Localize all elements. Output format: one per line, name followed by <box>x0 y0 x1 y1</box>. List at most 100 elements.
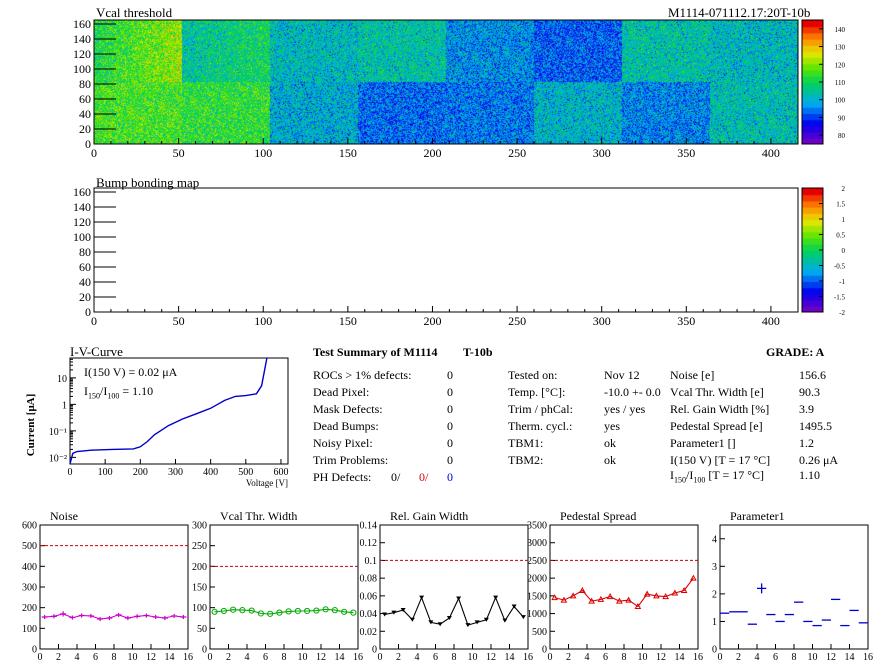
plot-title: Rel. Gain Width <box>390 509 468 523</box>
result-ratio-tail: [T = 17 °C] <box>708 468 765 482</box>
plot-y-tick-label: 250 <box>192 541 207 552</box>
defect-label: Noisy Pixel: <box>313 436 373 450</box>
plot-x-tick-label: 12 <box>656 652 666 663</box>
bump-map-y-tick-label: 80 <box>79 245 91 259</box>
vcal-map-y-tick-label: 20 <box>79 122 91 136</box>
condition-label: Tested on: <box>508 368 558 382</box>
plot-y-tick-label: 0.04 <box>360 609 378 620</box>
vcal-map-x-tick-label: 400 <box>762 146 780 160</box>
result-ratio-value: 1.10 <box>799 468 820 482</box>
bump-palette-tick-label: 1.5 <box>836 201 845 209</box>
plot-point <box>560 596 568 603</box>
plot-point <box>653 592 660 599</box>
iv-x-tick-label: 500 <box>238 467 253 478</box>
iv-y-tick-label: 10⁻¹ <box>49 427 67 438</box>
ph-defect-value-2: 0/ <box>419 470 429 484</box>
plot-x-tick-label: 10 <box>638 652 648 663</box>
plot-point <box>313 607 320 614</box>
plot-point <box>276 609 283 616</box>
plot-x-tick-label: 0 <box>718 652 723 663</box>
plot-point <box>493 595 499 600</box>
plot-y-tick-label: 300 <box>192 521 207 532</box>
grade-label: GRADE: A <box>766 345 825 359</box>
plot-point <box>60 611 67 617</box>
result-ratio-i2: I <box>689 468 694 482</box>
plot-point <box>446 616 452 620</box>
defect-value: 0 <box>447 368 453 382</box>
plot-frame <box>209 524 359 650</box>
result-value: 156.6 <box>799 368 826 382</box>
plot-x-tick-label: 8 <box>792 652 797 663</box>
bump-map-x-tick-label: 300 <box>593 314 611 328</box>
vcal-map-heatmap <box>94 20 798 144</box>
plot-point <box>400 608 406 613</box>
plot-title: Noise <box>50 509 78 523</box>
result-value: 0.26 μA <box>799 453 839 467</box>
plot-y-tick-label: 2000 <box>527 574 547 585</box>
vcal-map-y-tick-label: 100 <box>73 62 91 76</box>
result-label: Parameter1 [] <box>670 436 736 450</box>
plot-x-tick-label: 14 <box>505 652 515 663</box>
plot-x-tick-label: 2 <box>56 652 61 663</box>
bump-map-chart: 0 50 100 150 200 250 300 350 4000204060801001201… <box>73 185 846 328</box>
iv-x-tick-label: 0 <box>68 467 73 478</box>
plot-x-tick-label: 14 <box>675 652 685 663</box>
plot-point <box>437 622 443 627</box>
plot-y-tick-label: 500 <box>532 627 547 638</box>
plot-point <box>239 607 246 614</box>
plot-title: Parameter1 <box>730 509 785 523</box>
vcal-map-x-tick-label: 250 <box>508 146 526 160</box>
ph-defect-value-3: 0 <box>447 470 453 484</box>
vcal-map-x-tick-label: 350 <box>677 146 695 160</box>
plot-y-tick-label: 2 <box>712 589 717 600</box>
plot-x-tick-label: 14 <box>165 652 175 663</box>
plot-point <box>456 596 462 601</box>
plot-point <box>511 604 517 609</box>
bump-map-y-tick-label: 120 <box>73 215 91 229</box>
plot-point <box>597 595 605 602</box>
vcal-map-palette-tick-label: 100 <box>835 97 846 105</box>
bump-map-y-tick-label: 160 <box>73 185 91 199</box>
bump-map-y-tick-label: 60 <box>79 260 91 274</box>
defect-label: Dead Pixel: <box>313 385 370 399</box>
plot-x-tick-label: 12 <box>146 652 156 663</box>
plot-y-tick-label: 0 <box>32 645 37 656</box>
plot-point <box>391 610 397 615</box>
plot-x-tick-label: 10 <box>468 652 478 663</box>
defect-label: Trim Problems: <box>313 453 389 467</box>
plot-y-tick-label: 100 <box>192 603 207 614</box>
plot-point <box>662 593 669 600</box>
iv-title: I-V-Curve <box>70 344 123 359</box>
vcal-map-palette-tick-label: 80 <box>838 132 846 140</box>
plot-point <box>520 615 526 620</box>
plot-series-line <box>214 608 354 615</box>
plot-point <box>87 613 94 618</box>
vcal-palette-bar <box>802 20 823 144</box>
plot-point <box>220 607 227 615</box>
plot-x-tick-label: 12 <box>316 652 326 663</box>
plot-point <box>69 615 76 620</box>
vcal-map-y-tick-label: 80 <box>79 77 91 91</box>
plot-x-tick-label: 4 <box>585 652 590 663</box>
iv-ratio-sub2: 100 <box>107 391 120 401</box>
defect-value: 0 <box>447 453 453 467</box>
plot-point <box>341 608 348 615</box>
vcal-map-x-tick-label: 50 <box>173 146 185 160</box>
plot-point <box>483 617 489 622</box>
condition-label: TBM2: <box>508 453 544 467</box>
plot-point <box>606 593 614 600</box>
plot-point <box>382 612 388 617</box>
plot-x-tick-label: 8 <box>452 652 457 663</box>
vcal-map-y-tick-label: 60 <box>79 92 91 106</box>
bump-map-y-tick-label: 40 <box>79 275 91 289</box>
plot-x-tick-label: 14 <box>335 652 345 663</box>
plot-point <box>551 594 558 601</box>
plot-y-tick-label: 0.1 <box>365 556 378 567</box>
plot-y-tick-label: 500 <box>22 541 37 552</box>
plot-point <box>294 607 301 615</box>
bump-map-x-tick-label: 0 <box>91 314 97 328</box>
plot-y-tick-label: 0 <box>712 645 717 656</box>
iv-x-tick-label: 400 <box>203 467 218 478</box>
plot-point <box>78 613 85 618</box>
plot-point <box>41 614 48 620</box>
